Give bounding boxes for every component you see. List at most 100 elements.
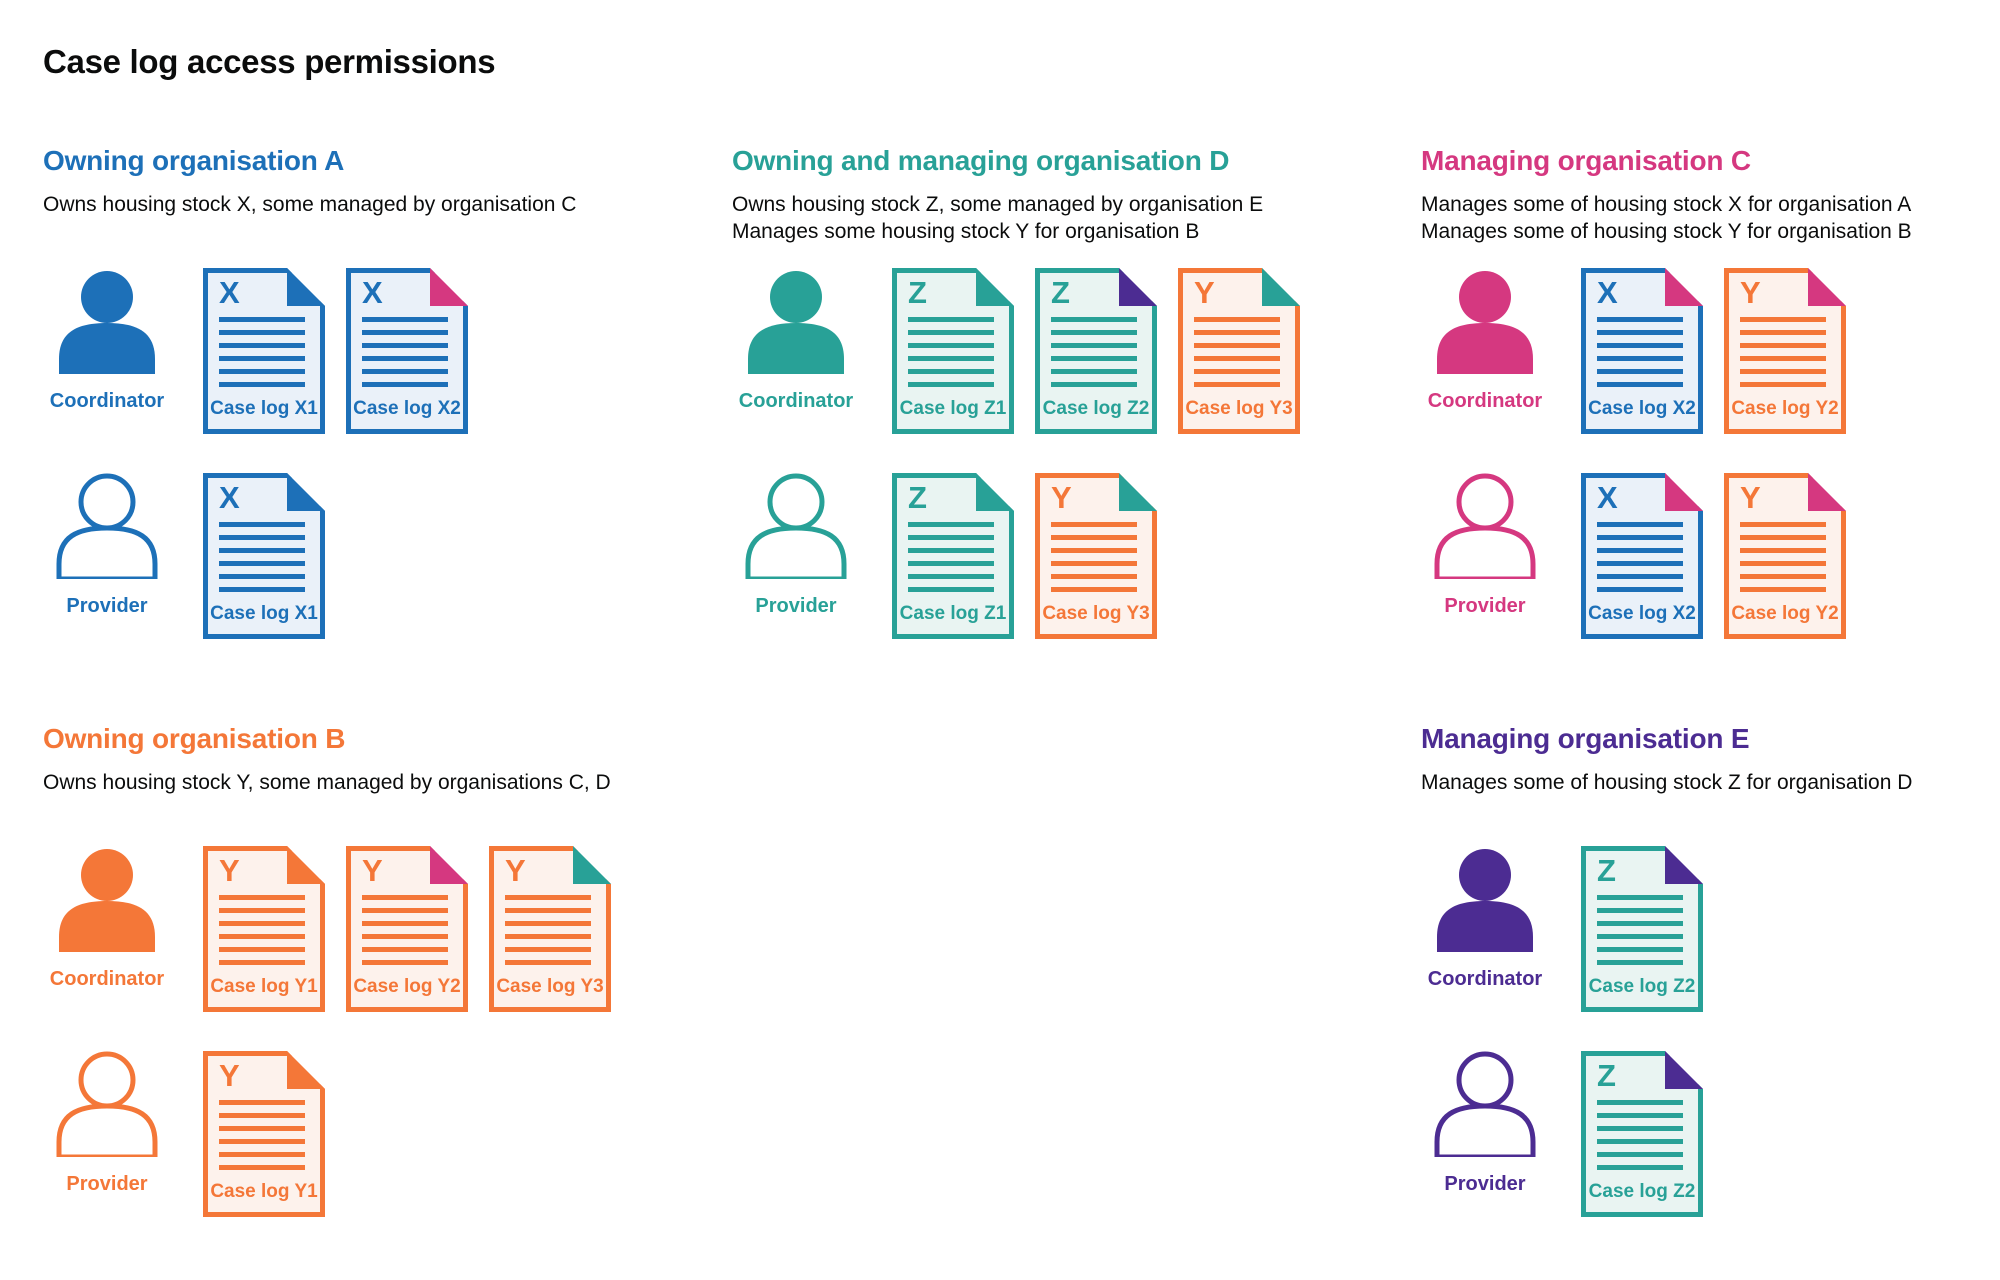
person-provider: Provider bbox=[732, 473, 892, 618]
folded-corner-icon-pink bbox=[430, 846, 468, 884]
doc-text-line bbox=[1051, 356, 1137, 361]
doc-case-log-y1: Y Case log Y1 bbox=[203, 846, 325, 1012]
doc-text-line bbox=[1597, 587, 1683, 592]
doc-case-log-z2: Z Case log Z2 bbox=[1581, 846, 1703, 1012]
section-description: Owns housing stock Y, some managed by or… bbox=[43, 771, 611, 795]
doc-label: Case log X2 bbox=[1588, 603, 1696, 624]
doc-text-lines bbox=[1051, 317, 1137, 387]
doc-text-line bbox=[219, 1152, 305, 1157]
doc-text-line bbox=[1597, 1126, 1683, 1131]
doc-text-line bbox=[219, 574, 305, 579]
doc-text-line bbox=[1051, 561, 1137, 566]
doc-text-lines bbox=[908, 522, 994, 592]
case-log-document-icon bbox=[1581, 1051, 1703, 1217]
section-description: Owns housing stock X, some managed by or… bbox=[43, 193, 577, 217]
role-label-text: Coordinator bbox=[1427, 390, 1543, 412]
doc-text-lines bbox=[219, 895, 305, 965]
doc-stock-letter: Y bbox=[362, 853, 383, 888]
role-row-provider: Provider X Case log X1 bbox=[43, 473, 732, 639]
role-row-coordinator: Coordinator Z Case log Z2 bbox=[1421, 846, 2000, 1012]
doc-stock-letter: X bbox=[1597, 275, 1618, 310]
section-header: Owning organisation B Owns housing stock … bbox=[43, 723, 732, 846]
doc-stock-letter: Z bbox=[1051, 275, 1070, 310]
person-provider: Provider bbox=[43, 473, 203, 618]
doc-label: Case log Z2 bbox=[1588, 976, 1696, 997]
doc-stock-letter: Y bbox=[219, 853, 240, 888]
folded-corner-icon-blue bbox=[287, 473, 325, 511]
doc-stock-letter: Z bbox=[908, 275, 927, 310]
doc-label: Case log X2 bbox=[1588, 398, 1696, 419]
doc-text-line bbox=[1597, 895, 1683, 900]
doc-text-lines bbox=[1740, 522, 1826, 592]
doc-text-lines bbox=[1051, 522, 1137, 592]
doc-text-line bbox=[219, 317, 305, 322]
person-provider: Provider bbox=[1421, 1051, 1581, 1196]
doc-text-lines bbox=[1597, 1100, 1683, 1170]
doc-text-line bbox=[1051, 317, 1137, 322]
doc-text-line bbox=[1194, 330, 1280, 335]
folded-corner-icon-teal bbox=[976, 473, 1014, 511]
doc-case-log-x2: X Case log X2 bbox=[346, 268, 468, 434]
doc-text-line bbox=[1194, 382, 1280, 387]
folded-corner-icon-pink bbox=[1808, 473, 1846, 511]
person-outline-icon bbox=[1434, 1051, 1536, 1157]
folded-corner-icon-teal bbox=[976, 268, 1014, 306]
doc-case-log-z1: Z Case log Z1 bbox=[892, 473, 1014, 639]
section-title: Owning and managing organisation D bbox=[732, 145, 1230, 176]
doc-stock-letter: X bbox=[219, 480, 240, 515]
role-label: Provider bbox=[1433, 595, 1537, 618]
role-label: Coordinator bbox=[1428, 390, 1542, 413]
doc-text-line bbox=[1597, 356, 1683, 361]
person-filled-icon bbox=[59, 271, 155, 374]
doc-text-line bbox=[1597, 317, 1683, 322]
doc-text-line bbox=[219, 1126, 305, 1131]
doc-text-line bbox=[1051, 548, 1137, 553]
doc-label: Case log X1 bbox=[210, 603, 318, 624]
role-row-coordinator: Coordinator Y Case log Y1 Y Case log Y2 Y Case… bbox=[43, 846, 732, 1012]
doc-case-log-y3: Y Case log Y3 bbox=[1035, 473, 1157, 639]
doc-text-line bbox=[1597, 1113, 1683, 1118]
doc-text-line bbox=[1597, 908, 1683, 913]
section-org-a: Owning organisation A Owns housing stock … bbox=[43, 145, 732, 639]
doc-case-log-x2: X Case log X2 bbox=[1581, 473, 1703, 639]
doc-label: Case log X1 bbox=[210, 398, 318, 419]
doc-text-line bbox=[1051, 330, 1137, 335]
person-outline-icon bbox=[56, 1051, 158, 1157]
section-org-e: Managing organisation E Manages some of h… bbox=[1421, 723, 2000, 1217]
doc-text-line bbox=[362, 343, 448, 348]
folded-corner-icon-teal bbox=[573, 846, 611, 884]
person-outline-icon bbox=[56, 473, 158, 579]
doc-text-line bbox=[219, 947, 305, 952]
folded-corner-icon-purple bbox=[1665, 846, 1703, 884]
doc-case-log-z2: Z Case log Z2 bbox=[1581, 1051, 1703, 1217]
doc-text-line bbox=[1597, 947, 1683, 952]
sections-grid: Owning organisation A Owns housing stock … bbox=[43, 145, 2000, 1217]
doc-label: Case log Z1 bbox=[899, 398, 1007, 419]
doc-text-line bbox=[908, 587, 994, 592]
doc-text-line bbox=[1597, 1139, 1683, 1144]
doc-text-line bbox=[1740, 369, 1826, 374]
doc-text-line bbox=[908, 548, 994, 553]
doc-label: Case log Y1 bbox=[210, 1181, 318, 1202]
doc-case-log-x1: X Case log X1 bbox=[203, 268, 325, 434]
section-description: Manages some of housing stock Z for orga… bbox=[1421, 771, 1913, 795]
person-coordinator: Coordinator bbox=[1421, 268, 1581, 413]
folded-corner-icon-teal bbox=[1119, 473, 1157, 511]
role-row-provider: Provider Y Case log Y1 bbox=[43, 1051, 732, 1217]
doc-text-line bbox=[219, 382, 305, 387]
doc-case-log-y2: Y Case log Y2 bbox=[346, 846, 468, 1012]
doc-text-line bbox=[1194, 317, 1280, 322]
doc-text-line bbox=[505, 960, 591, 965]
doc-text-line bbox=[1740, 535, 1826, 540]
doc-text-line bbox=[908, 356, 994, 361]
section-org-d: Owning and managing organisation D Owns h… bbox=[732, 145, 1421, 639]
doc-text-line bbox=[1740, 343, 1826, 348]
doc-stock-letter: Z bbox=[1597, 1058, 1616, 1093]
doc-text-line bbox=[219, 548, 305, 553]
doc-text-line bbox=[1740, 548, 1826, 553]
folded-corner-icon-pink bbox=[1665, 473, 1703, 511]
doc-text-line bbox=[1051, 535, 1137, 540]
doc-text-line bbox=[362, 947, 448, 952]
doc-label: Case log X2 bbox=[353, 398, 461, 419]
doc-text-line bbox=[219, 921, 305, 926]
